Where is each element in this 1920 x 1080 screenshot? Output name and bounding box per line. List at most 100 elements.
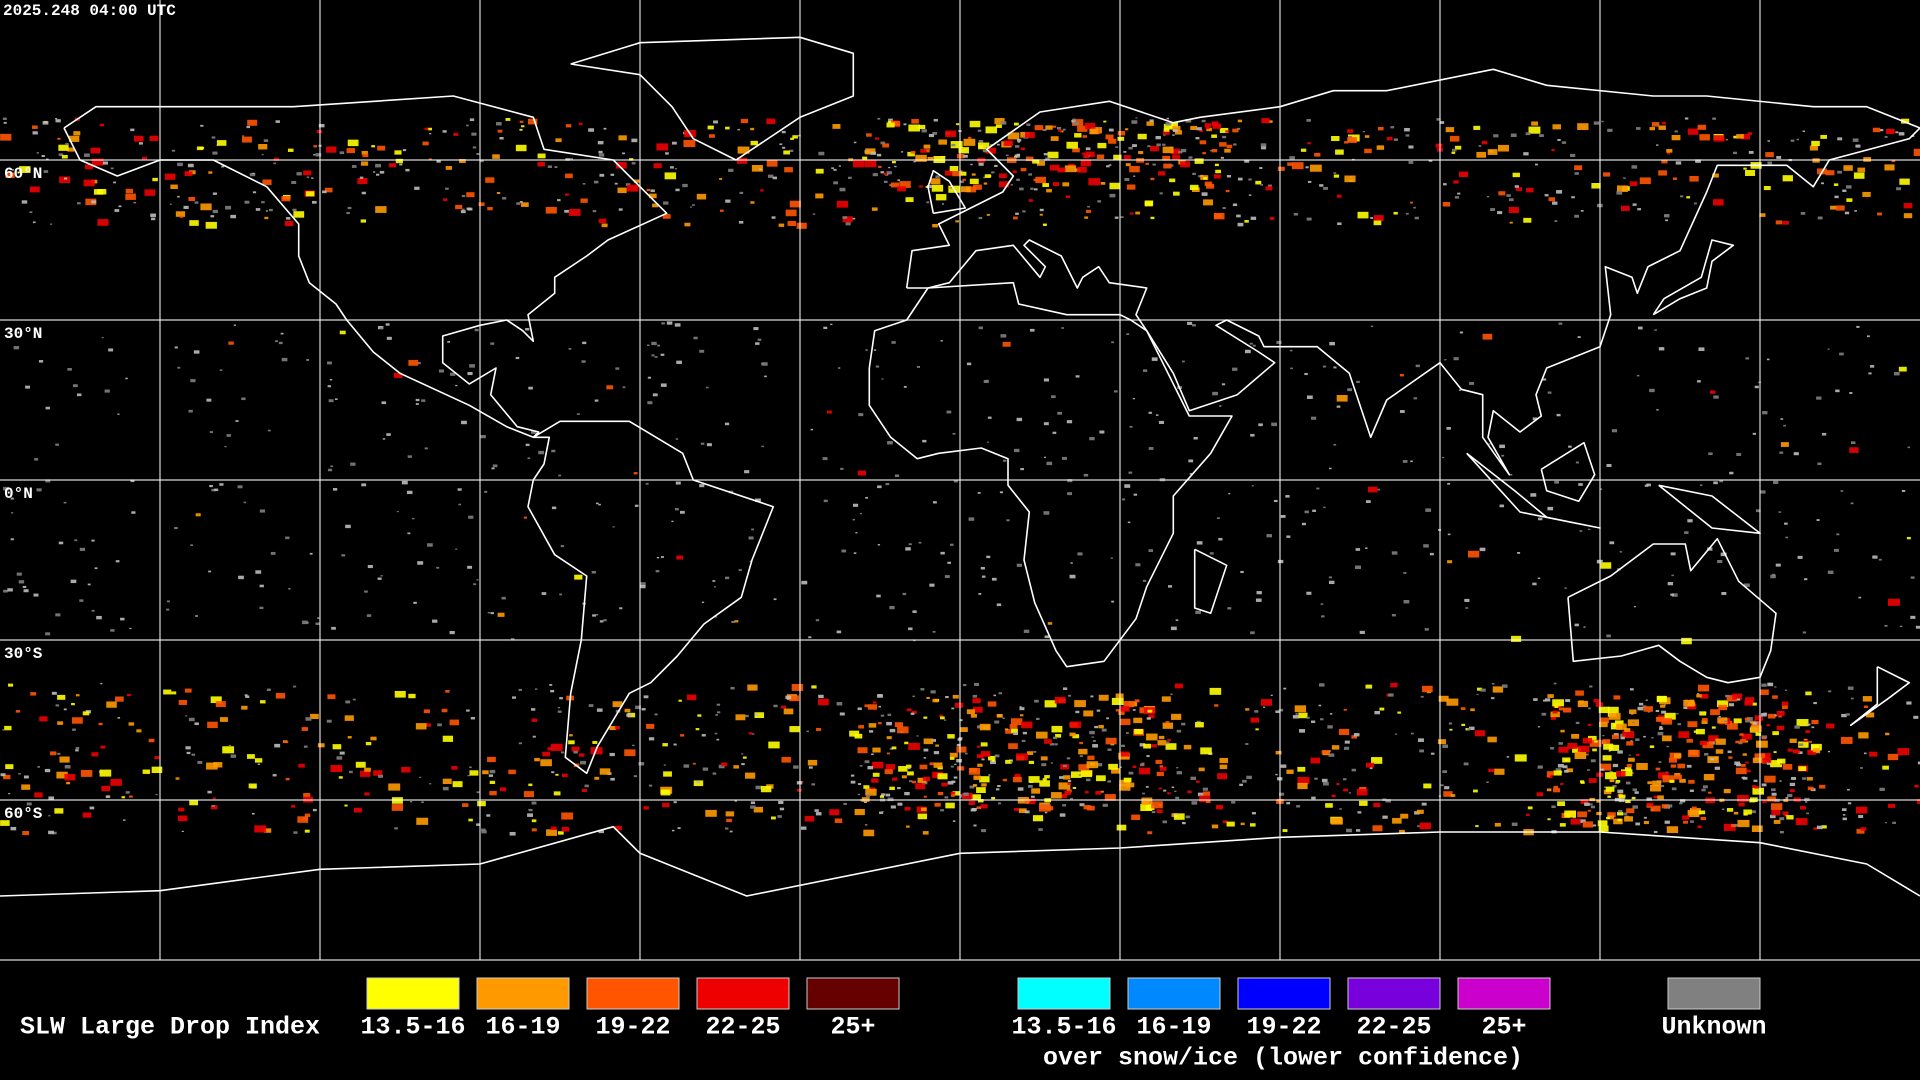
cloud-speck [1335, 149, 1344, 155]
cloud-speck [10, 538, 14, 541]
cloud-speck [980, 742, 988, 747]
cloud-speck [857, 707, 862, 711]
cloud-speck [956, 758, 962, 763]
cloud-speck [537, 161, 545, 167]
cloud-speck [807, 759, 818, 766]
cloud-speck [1802, 777, 1807, 780]
cloud-speck [1813, 827, 1818, 830]
cloud-speck [988, 774, 991, 776]
cloud-speck [1676, 712, 1679, 715]
cloud-speck [915, 154, 927, 162]
cloud-speck [815, 619, 820, 622]
cloud-speck [781, 705, 787, 709]
cloud-speck [1041, 763, 1047, 767]
cloud-speck [364, 767, 371, 772]
cloud-speck [753, 327, 759, 331]
cloud-speck [499, 136, 504, 140]
cloud-speck [1100, 790, 1104, 793]
cloud-speck [1670, 593, 1674, 596]
cloud-speck [1034, 699, 1039, 703]
cloud-speck [889, 747, 894, 750]
legend-swatch [696, 977, 790, 1010]
cloud-speck [1151, 811, 1156, 814]
cloud-speck [969, 120, 981, 128]
cloud-speck [1068, 694, 1072, 697]
cloud-speck [1123, 151, 1127, 153]
cloud-speck [1451, 151, 1456, 154]
cloud-speck [1010, 718, 1023, 726]
cloud-speck [922, 831, 929, 835]
cloud-speck [131, 511, 136, 514]
cloud-speck [332, 744, 342, 750]
cloud-speck [619, 607, 623, 610]
cloud-speck [1533, 698, 1538, 701]
cloud-speck [1689, 175, 1699, 182]
cloud-speck [633, 179, 640, 183]
cloud-speck [1661, 121, 1666, 125]
cloud-speck [1879, 129, 1884, 132]
cloud-speck [190, 544, 194, 547]
cloud-speck [1282, 829, 1288, 833]
cloud-speck [327, 385, 332, 388]
cloud-speck [1666, 745, 1669, 748]
cloud-speck [1159, 766, 1167, 771]
cloud-speck [1171, 713, 1182, 720]
cloud-speck [265, 210, 268, 212]
cloud-speck [482, 770, 489, 775]
cloud-speck [1745, 357, 1749, 360]
cloud-speck [1190, 776, 1197, 781]
cloud-speck [1863, 752, 1867, 755]
cloud-speck [1530, 493, 1537, 497]
cloud-speck [351, 165, 357, 168]
cloud-speck [450, 372, 456, 376]
cloud-speck [1826, 723, 1835, 729]
cloud-speck [551, 449, 556, 453]
cloud-speck [1620, 205, 1630, 211]
cloud-speck [470, 716, 475, 720]
cloud-speck [1158, 787, 1162, 790]
cloud-speck [497, 129, 503, 133]
cloud-speck [1237, 222, 1244, 227]
cloud-speck [660, 789, 671, 796]
cloud-speck [357, 178, 368, 185]
cloud-speck [1002, 459, 1007, 462]
cloud-speck [1163, 163, 1172, 169]
cloud-speck [1745, 761, 1749, 764]
cloud-speck [1377, 488, 1381, 491]
cloud-speck [1321, 778, 1328, 783]
cloud-speck [1575, 721, 1580, 725]
cloud-speck [1328, 753, 1335, 757]
cloud-speck [1774, 686, 1777, 688]
cloud-speck [1199, 140, 1207, 145]
cloud-speck [880, 714, 885, 717]
cloud-speck [716, 711, 721, 714]
cloud-speck [1841, 808, 1847, 812]
cloud-speck [839, 712, 845, 716]
cloud-speck [1108, 763, 1118, 770]
cloud-speck [1087, 755, 1095, 760]
cloud-speck [29, 211, 33, 214]
cloud-speck [1553, 785, 1559, 789]
cloud-speck [1748, 150, 1754, 154]
cloud-speck [559, 697, 563, 700]
cloud-speck [1622, 812, 1628, 816]
cloud-speck [527, 457, 531, 460]
cloud-speck [944, 796, 949, 799]
cloud-speck [373, 171, 376, 173]
cloud-speck [550, 826, 557, 831]
cloud-speck [1806, 776, 1813, 781]
cloud-speck [1846, 185, 1852, 189]
cloud-speck [58, 541, 64, 545]
cloud-speck [1020, 167, 1027, 172]
cloud-speck [1351, 768, 1356, 772]
cloud-speck [1751, 825, 1763, 832]
cloud-speck [1544, 698, 1551, 702]
cloud-speck [793, 765, 799, 769]
cloud-speck [1142, 369, 1148, 372]
cloud-speck [1733, 824, 1738, 827]
cloud-speck [1623, 177, 1626, 179]
cloud-speck [1506, 756, 1510, 758]
cloud-speck [932, 501, 937, 504]
cloud-speck [424, 127, 429, 130]
cloud-speck [612, 701, 623, 708]
